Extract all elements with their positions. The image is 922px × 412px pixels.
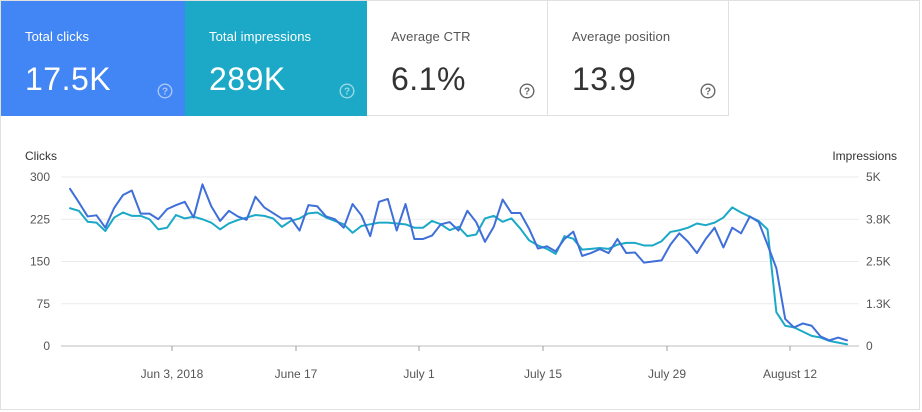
left-tick-label: 150	[30, 255, 50, 269]
impressions-series-line[interactable]	[69, 206, 848, 346]
chart-canvas[interactable]: Clicks Impressions 0 0 75 1.3K 150 2.5K 225 3.8K 3…	[1, 117, 921, 411]
average-position-value: 13.9	[572, 61, 637, 97]
metric-cards: Total clicks 17.5K ? Total impressions 2…	[1, 1, 922, 117]
right-tick-label: 2.5K	[866, 255, 891, 269]
svg-text:?: ?	[162, 87, 168, 98]
performance-chart[interactable]: Clicks Impressions 0 0 75 1.3K 150 2.5K 225 3.8K 3…	[1, 117, 921, 411]
total-impressions-card[interactable]: Total impressions 289K ?	[185, 1, 367, 116]
total-clicks-card[interactable]: Total clicks 17.5K ?	[1, 1, 185, 116]
x-tick-label: July 29	[648, 367, 686, 381]
total-clicks-value: 17.5K	[25, 61, 112, 97]
right-tick-label: 3.8K	[866, 212, 891, 226]
x-tick-label: Jun 3, 2018	[141, 367, 204, 381]
average-ctr-card[interactable]: Average CTR 6.1% ?	[367, 1, 548, 116]
svg-text:?: ?	[705, 87, 711, 98]
total-clicks-label: Total clicks	[25, 29, 90, 44]
svg-text:?: ?	[344, 87, 350, 98]
left-tick-label: 225	[30, 212, 50, 226]
total-impressions-label: Total impressions	[209, 29, 312, 44]
x-tick-label: August 12	[763, 367, 817, 381]
total-impressions-value: 289K	[209, 61, 286, 97]
right-tick-label: 1.3K	[866, 297, 891, 311]
right-tick-label: 5K	[866, 170, 881, 184]
left-tick-label: 300	[30, 170, 50, 184]
right-tick-label: 0	[866, 339, 873, 353]
help-circle-icon[interactable]: ?	[700, 83, 716, 99]
average-position-label: Average position	[572, 29, 671, 44]
left-tick-label: 75	[37, 297, 51, 311]
x-tick-label: June 17	[275, 367, 318, 381]
series-lines[interactable]	[69, 183, 848, 346]
help-circle-icon[interactable]: ?	[339, 83, 355, 99]
average-ctr-value: 6.1%	[391, 61, 466, 97]
clicks-series-line[interactable]	[69, 183, 848, 342]
grid-lines	[61, 176, 859, 347]
help-circle-icon[interactable]: ?	[519, 83, 535, 99]
average-ctr-label: Average CTR	[391, 29, 471, 44]
svg-text:?: ?	[524, 87, 530, 98]
right-axis-title: Impressions	[832, 149, 897, 163]
axes: Clicks Impressions 0 0 75 1.3K 150 2.5K 225 3.8K 3…	[25, 149, 897, 381]
x-tick-label: July 15	[524, 367, 562, 381]
help-circle-icon[interactable]: ?	[157, 83, 173, 99]
left-axis-title: Clicks	[25, 149, 57, 163]
average-position-card[interactable]: Average position 13.9 ?	[548, 1, 729, 116]
x-tick-label: July 1	[403, 367, 435, 381]
left-tick-label: 0	[43, 339, 50, 353]
